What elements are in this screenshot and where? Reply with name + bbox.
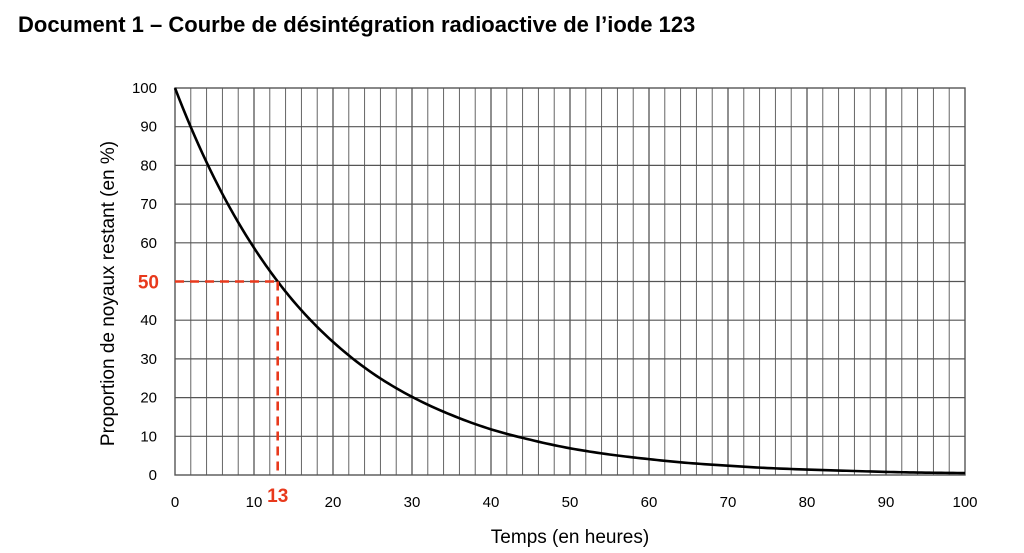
y-tick-label: 100	[132, 80, 157, 97]
y-tick-label: 10	[140, 428, 157, 445]
x-tick-label: 10	[246, 494, 263, 511]
decay-curve	[173, 87, 966, 475]
y-tick-label: 40	[140, 312, 157, 329]
half-life-x-annotation: 13	[267, 486, 288, 507]
y-tick-label: 30	[140, 351, 157, 368]
x-tick-label: 60	[641, 494, 658, 511]
grid	[174, 87, 966, 476]
annotations: 50 13	[138, 273, 288, 508]
y-tick-label: 90	[140, 119, 157, 136]
y-tick-label: 20	[140, 390, 157, 407]
half-life-y-annotation: 50	[138, 273, 159, 294]
x-tick-label: 70	[720, 494, 737, 511]
x-tick-label: 20	[325, 494, 342, 511]
y-tick-label: 60	[140, 235, 157, 252]
chart-title: Document 1 – Courbe de désintégration ra…	[18, 12, 696, 37]
y-tick-label: 70	[140, 196, 157, 213]
x-axis-ticks: 0 10 20 30 40 50 60 70 80 90 100	[171, 494, 978, 511]
x-tick-label: 90	[878, 494, 895, 511]
y-axis-label: Proportion de noyaux restant (en %)	[98, 141, 119, 446]
x-tick-label: 40	[483, 494, 500, 511]
x-tick-label: 100	[952, 494, 977, 511]
y-axis-ticks: 0 10 20 30 40 60 70 80 90 100	[132, 80, 157, 484]
plot-area	[173, 87, 966, 475]
y-tick-label: 0	[149, 467, 157, 484]
x-tick-label: 0	[171, 494, 179, 511]
x-tick-label: 50	[562, 494, 579, 511]
x-axis-label: Temps (en heures)	[491, 527, 649, 548]
y-tick-label: 80	[140, 157, 157, 174]
x-tick-label: 80	[799, 494, 816, 511]
x-tick-label: 30	[404, 494, 421, 511]
